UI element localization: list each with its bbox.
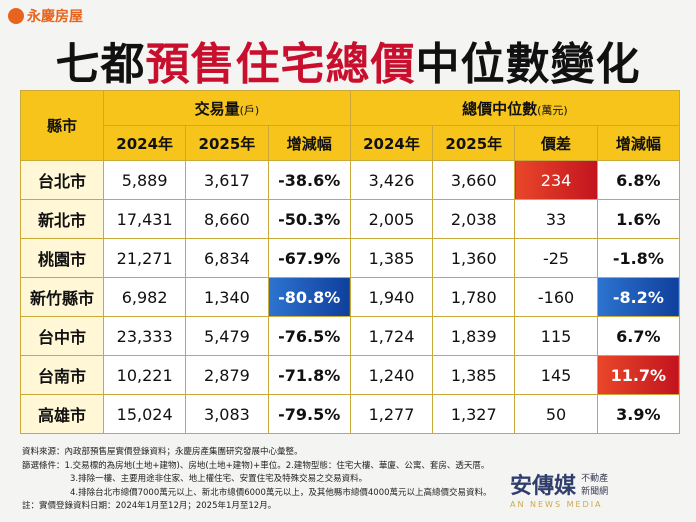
table-cell: -160 (514, 277, 598, 317)
group-header: 交易量(戶) (103, 90, 351, 126)
table-cell: 6,982 (102, 277, 187, 317)
watermark: 安傳媒 不動產新聞網 AN NEWS MEDIA (510, 468, 615, 509)
table-cell: 高雄市 (20, 394, 104, 434)
table-cell: 1,780 (432, 277, 516, 317)
table-row: 高雄市 15,024 3,083 -79.5% 1,277 1,327 50 3.9% (20, 394, 681, 434)
watermark-tag: 不動產新聞網 (581, 474, 609, 497)
table-cell: 1,240 (349, 355, 434, 395)
table-cell: 3,083 (185, 394, 269, 434)
title-part: 中位數變化 (415, 39, 641, 90)
table-cell: 台南市 (20, 355, 104, 395)
table-cell: -79.5% (267, 394, 351, 434)
table-cell: -80.8% (267, 277, 351, 317)
table-cell: 145 (514, 355, 598, 395)
table-cell: -38.6% (267, 160, 351, 200)
table-cell: 6.7% (596, 316, 681, 356)
table-cell: -1.8% (596, 238, 681, 278)
group-unit: (戶) (239, 103, 260, 117)
table-cell: 6.8% (596, 160, 681, 200)
watermark-en: AN NEWS MEDIA (510, 500, 603, 509)
column-header: 2025年 (432, 125, 516, 161)
table-cell: 桃園市 (20, 238, 104, 278)
table-cell: 1,385 (432, 355, 516, 395)
title-part: 預售住宅總價 (145, 39, 416, 90)
table-cell: 新北市 (20, 199, 104, 239)
table-cell: 1,940 (349, 277, 434, 317)
table-cell: 3.9% (596, 394, 681, 434)
table-cell: 1,360 (432, 238, 516, 278)
table-cell: 234 (514, 160, 598, 200)
table: 縣市 交易量(戶) 總價中位數(萬元) 2024年 2025年 增減幅 2024年 20… (20, 90, 681, 434)
column-header: 增減幅 (596, 125, 681, 161)
group-unit: (萬元) (537, 103, 568, 117)
table-cell: -76.5% (267, 316, 351, 356)
column-header: 2025年 (185, 125, 269, 161)
group-label: 交易量 (194, 99, 240, 118)
table-cell: 2,005 (349, 199, 434, 239)
table-cell: 23,333 (102, 316, 187, 356)
table-cell: 21,271 (102, 238, 187, 278)
column-header: 2024年 (102, 125, 187, 161)
group-header: 總價中位數(萬元) (349, 90, 681, 126)
note: 3.排除一樓、主要用途非住家、地上權住宅、安置住宅及特殊交易之交易資料。 (70, 474, 368, 484)
table-cell: 5,889 (102, 160, 187, 200)
table-cell: 5,479 (185, 316, 269, 356)
notes: 資料來源：內政部預售屋實價登錄資料；永慶房產集團研究發展中心彙整。篩選條件：1.… (22, 446, 492, 514)
table-cell: 台北市 (20, 160, 104, 200)
table-cell: 1,327 (432, 394, 516, 434)
table-cell: -50.3% (267, 199, 351, 239)
table-cell: 115 (514, 316, 598, 356)
note: 4.排除台北市總價7000萬元以上、新北市總價6000萬元以上，及其他縣市總價4… (70, 487, 492, 498)
table-cell: 新竹縣市 (20, 277, 104, 317)
header-cell: 縣市 (20, 90, 104, 161)
column-header: 增減幅 (267, 125, 351, 161)
note: 篩選條件：1.交易標的為房地(土地+建物)、房地(土地+建物)+車位。2.建物型… (22, 460, 490, 471)
table-cell: 3,660 (432, 160, 516, 200)
table-row: 新竹縣市 6,982 1,340 -80.8% 1,940 1,780 -160 -8.2% (20, 277, 681, 317)
table-cell: 1,385 (349, 238, 434, 278)
table-cell: 2,038 (432, 199, 516, 239)
note: 註：實價登錄資料日期：2024年1月至12月；2025年1月至12月。 (22, 501, 277, 511)
table-cell: 8,660 (185, 199, 269, 239)
table-cell: 1,724 (349, 316, 434, 356)
table-cell: -25 (514, 238, 598, 278)
table-cell: 1,839 (432, 316, 516, 356)
table-row: 桃園市 21,271 6,834 -67.9% 1,385 1,360 -25 -1.8% (20, 238, 681, 278)
title: 七都預售住宅總價中位數變化 (0, 28, 696, 92)
table-cell: 15,024 (102, 394, 187, 434)
column-header: 價差 (514, 125, 598, 161)
table-cell: 10,221 (102, 355, 187, 395)
table-cell: 50 (514, 394, 598, 434)
table-cell: 6,834 (185, 238, 269, 278)
table-cell: 17,431 (102, 199, 187, 239)
logo: 永慶房屋 (8, 6, 83, 26)
table-cell: 2,879 (185, 355, 269, 395)
note: 資料來源：內政部預售屋實價登錄資料；永慶房產集團研究發展中心彙整。 (22, 447, 303, 457)
table-cell: 1,340 (185, 277, 269, 317)
table-cell: 台中市 (20, 316, 104, 356)
table-cell: 11.7% (596, 355, 681, 395)
table-cell: -71.8% (267, 355, 351, 395)
watermark-name: 安傳媒 (510, 474, 577, 499)
title-part: 七都 (55, 39, 146, 90)
logo-text: 永慶房屋 (27, 9, 83, 25)
table-cell: 1.6% (596, 199, 681, 239)
table-cell: 1,277 (349, 394, 434, 434)
group-label: 總價中位數 (462, 99, 538, 118)
table-row: 台中市 23,333 5,479 -76.5% 1,724 1,839 115 6.7% (20, 316, 681, 356)
table-cell: 3,617 (185, 160, 269, 200)
table-row: 台南市 10,221 2,879 -71.8% 1,240 1,385 145 11.7% (20, 355, 681, 395)
table-cell: -8.2% (596, 277, 681, 317)
table-cell: -67.9% (267, 238, 351, 278)
table-row: 台北市 5,889 3,617 -38.6% 3,426 3,660 234 6.8% (20, 160, 681, 200)
table-cell: 33 (514, 199, 598, 239)
table-cell: 3,426 (349, 160, 434, 200)
table-row: 新北市 17,431 8,660 -50.3% 2,005 2,038 33 1.6% (20, 199, 681, 239)
column-header: 2024年 (349, 125, 434, 161)
